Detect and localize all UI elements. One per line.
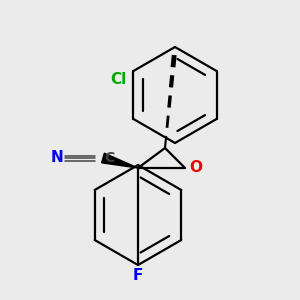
Polygon shape	[102, 153, 138, 168]
Text: O: O	[190, 160, 202, 175]
Text: C: C	[104, 151, 114, 165]
Text: N: N	[51, 151, 63, 166]
Text: Cl: Cl	[110, 73, 126, 88]
Text: F: F	[133, 268, 143, 284]
